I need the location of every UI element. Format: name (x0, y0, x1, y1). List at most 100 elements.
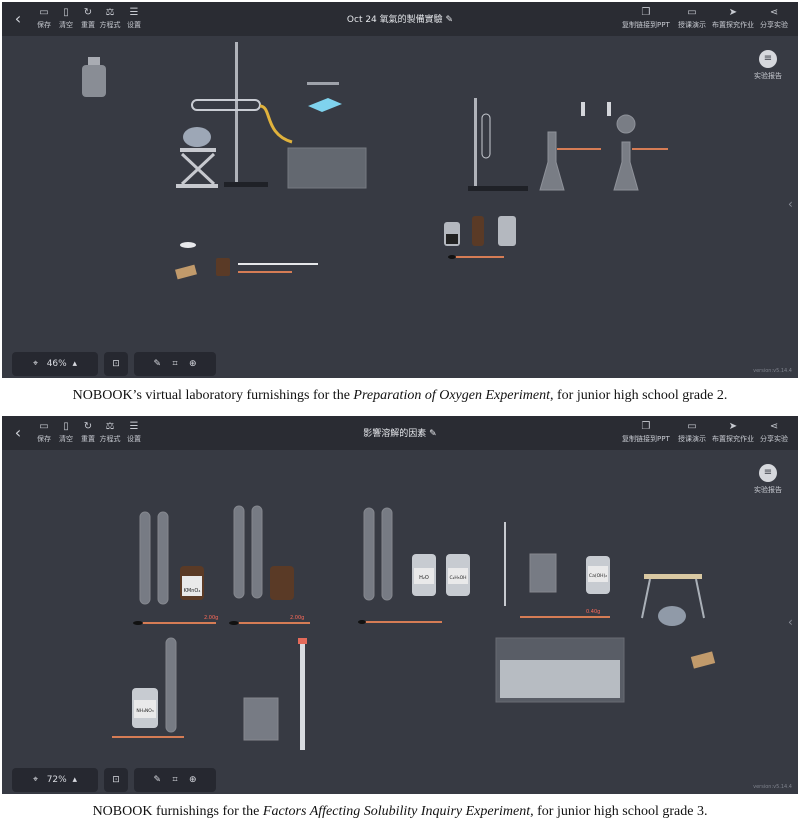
tools-group: ✎ ⌗ ⊕ (134, 768, 216, 792)
report-icon: ≡ (759, 50, 777, 68)
save-button[interactable]: ▭ 保存 (32, 6, 56, 30)
test-tube-4[interactable] (165, 637, 177, 733)
lock-button[interactable]: ⊡ (104, 352, 128, 376)
edit-pencil-icon[interactable]: ✎ (445, 15, 454, 25)
equation-button[interactable]: ⚖ 方程式 (99, 7, 121, 29)
zoom-in-icon[interactable]: ⊕ (188, 359, 197, 369)
trash-icon: ▯ (63, 7, 69, 18)
iron-stand-2[interactable] (468, 98, 528, 191)
ice-water-tank[interactable] (495, 637, 625, 703)
scale-spoon-1[interactable]: 2.00g (133, 615, 218, 625)
caret-up-icon[interactable]: ▴ (72, 359, 77, 369)
alcohol-burner-stand[interactable] (176, 127, 218, 188)
spoon-4[interactable] (112, 736, 184, 738)
top-toolbar: ‹ ▭ 保存 ▯ 清空 ↻ 重置 ⚖ 方程式 ☰ 设置 Oct 24 氧氣的製備實驗 ✎ … (2, 2, 798, 36)
edit-pencil-icon[interactable]: ✎ (429, 429, 437, 439)
save-button[interactable]: ▭ 保存 (32, 420, 56, 444)
brush-icon[interactable]: ✎ (153, 775, 161, 785)
beaker[interactable] (529, 553, 557, 593)
glass-rod[interactable] (504, 522, 506, 606)
matchbox[interactable] (690, 651, 716, 669)
reagent-bottle-clear[interactable] (498, 216, 516, 246)
brown-bottle[interactable] (216, 258, 230, 276)
lab-canvas (82, 42, 668, 280)
back-arrow-icon[interactable]: ‹ (14, 9, 22, 28)
settings-button[interactable]: ☰ 设置 (122, 6, 146, 30)
locate-icon[interactable]: ⌖ (33, 359, 39, 369)
spoon-3[interactable] (358, 620, 442, 624)
bottle-brown-2[interactable] (270, 566, 294, 600)
cotton[interactable] (180, 242, 196, 248)
monitor-icon: ▭ (687, 7, 697, 18)
brush-icon[interactable]: ✎ (153, 359, 161, 369)
lab-report-button[interactable]: ≡ 实验报告 (750, 464, 786, 495)
side-panel-arrow-icon[interactable]: ‹ (788, 197, 793, 211)
dropper-1[interactable] (581, 102, 585, 116)
crop-icon[interactable]: ⌗ (172, 359, 178, 369)
bottle-ca-oh2[interactable]: Ca(OH)₂ (586, 556, 610, 594)
alcohol-burner-with-gauze[interactable] (641, 574, 705, 626)
caret-up-icon[interactable]: ▴ (72, 775, 77, 785)
clear-button[interactable]: ▯ 清空 (54, 6, 78, 30)
glass-rod[interactable] (238, 263, 318, 273)
lock-button[interactable]: ⊡ (104, 768, 128, 792)
equation-icon: ⚖ (105, 7, 115, 18)
test-tubes-3[interactable] (363, 507, 393, 601)
sliders-icon: ☰ (129, 421, 139, 432)
bottle-kmno4[interactable]: KMnO₄ (180, 566, 204, 600)
reset-button[interactable]: ↻ 重置 (76, 420, 100, 444)
demo-button[interactable]: ▭ 授课演示 (678, 7, 706, 29)
test-tubes-1[interactable] (139, 511, 169, 605)
share-button[interactable]: ⋖ 分享实验 (760, 421, 788, 443)
conical-flask-2[interactable] (613, 114, 668, 191)
thermometer[interactable] (298, 638, 307, 750)
bottle-kmno4-label: KMnO₄ (184, 588, 201, 594)
bottle-nh4no3[interactable]: NH₄NO₃ (132, 688, 158, 728)
scale-reading-1: 2.00g (204, 615, 218, 621)
lab-screen-oxygen: ‹ ▭ 保存 ▯ 清空 ↻ 重置 ⚖ 方程式 ☰ 设置 Oct 24 氧氣的製備實驗 ✎ … (2, 2, 798, 378)
crop-icon[interactable]: ⌗ (172, 775, 178, 785)
scale-spoon-2[interactable]: 2.00g (229, 615, 310, 625)
water-trough[interactable] (287, 147, 367, 189)
assign-button[interactable]: ➤ 布置探究作业 (712, 421, 754, 443)
reagent-bottle[interactable] (82, 57, 106, 97)
lock-icon: ⊡ (112, 775, 120, 785)
clear-button[interactable]: ▯ 清空 (54, 420, 78, 444)
assign-button[interactable]: ➤ 布置探究作业 (712, 7, 754, 29)
reagent-bottle-brown[interactable] (472, 216, 484, 246)
experiment-title[interactable]: 影響溶解的因素 ✎ (363, 429, 437, 439)
scale-spoon-3[interactable]: 0.40g (520, 609, 610, 618)
bottle-h2o[interactable]: H₂O (412, 554, 436, 596)
matchbox[interactable] (175, 264, 197, 280)
zoom-in-icon[interactable]: ⊕ (188, 775, 197, 785)
iron-stand-with-test-tube[interactable] (191, 42, 293, 187)
zoom-control[interactable]: ⌖ 72% ▴ (12, 768, 98, 792)
conical-flask-1[interactable] (539, 131, 601, 191)
zoom-control[interactable]: ⌖ 46% ▴ (12, 352, 98, 376)
experiment-title[interactable]: Oct 24 氧氣的製備實驗 ✎ (346, 15, 454, 25)
lab-canvas: KMnO₄ 2.00g 2.00g H₂O (112, 505, 716, 750)
settings-button[interactable]: ☰ 设置 (122, 420, 146, 444)
reset-button[interactable]: ↻ 重置 (76, 6, 100, 30)
reagent-bottle-black[interactable] (444, 222, 460, 246)
copy-to-ppt-button[interactable]: ❐ 复制链接到PPT (622, 7, 670, 29)
measuring-beaker[interactable] (243, 697, 279, 741)
glass-plate[interactable] (307, 82, 342, 112)
dropper-2[interactable] (607, 102, 611, 116)
back-arrow-icon[interactable]: ‹ (14, 423, 22, 442)
monitor-icon: ▭ (687, 421, 697, 432)
side-panel-arrow-icon[interactable]: ‹ (788, 615, 793, 629)
share-button[interactable]: ⋖ 分享实验 (760, 7, 788, 29)
copy-to-ppt-button[interactable]: ❐ 复制链接到PPT (622, 421, 670, 443)
bottle-c2h5oh[interactable]: C₂H₅OH (446, 554, 470, 596)
share-icon: ⋖ (769, 7, 779, 18)
send-icon: ➤ (728, 421, 738, 432)
copy-icon: ❐ (641, 7, 651, 18)
spoon[interactable] (448, 255, 504, 259)
report-icon: ≡ (759, 464, 777, 482)
demo-button[interactable]: ▭ 授课演示 (678, 421, 706, 443)
locate-icon[interactable]: ⌖ (33, 775, 39, 785)
lab-report-button[interactable]: ≡ 实验报告 (750, 50, 786, 81)
test-tubes-2[interactable] (233, 505, 263, 599)
equation-button[interactable]: ⚖ 方程式 (99, 421, 121, 443)
